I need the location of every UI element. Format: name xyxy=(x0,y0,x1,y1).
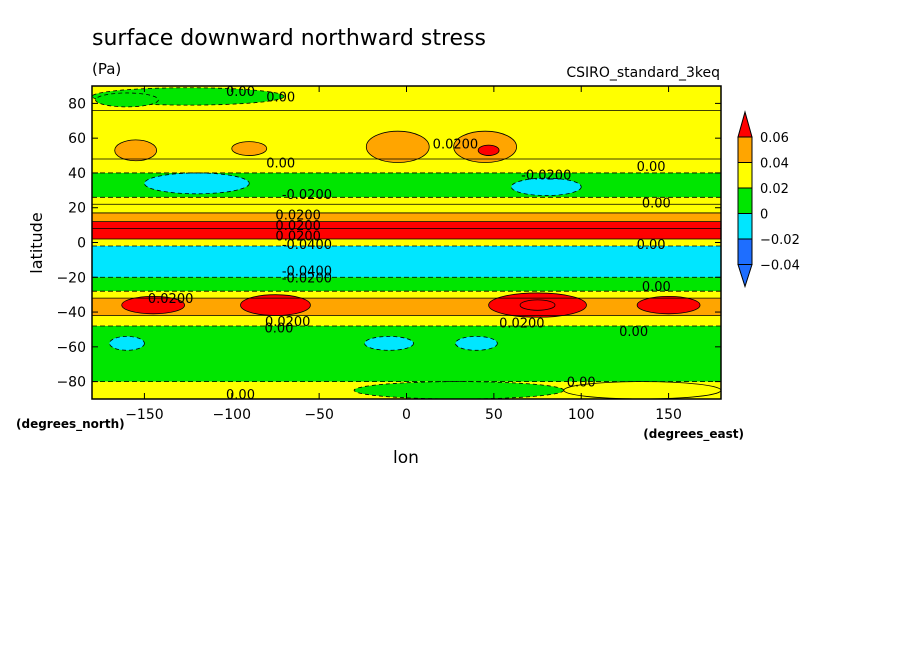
field-band xyxy=(92,245,721,278)
x-tick-label: 50 xyxy=(485,407,503,423)
field-feature xyxy=(365,130,430,163)
contour-label: 0.0200 xyxy=(433,137,479,152)
field-band xyxy=(92,325,721,382)
contour-label: 0.00 xyxy=(226,85,255,100)
field-band xyxy=(92,197,721,205)
colorbar-segment xyxy=(737,238,753,265)
contour-label: 0.00 xyxy=(266,90,295,105)
y-axis-units: (degrees_north) xyxy=(16,417,125,432)
colorbar-segment xyxy=(737,213,753,240)
y-tick-label: 40 xyxy=(68,166,86,182)
colorbar-label: 0.04 xyxy=(760,157,789,172)
field-feature xyxy=(455,335,498,351)
field-band xyxy=(92,315,721,326)
field-band xyxy=(92,221,721,229)
field-feature xyxy=(144,172,250,195)
field-feature xyxy=(109,335,145,351)
x-tick-label: 100 xyxy=(568,407,595,423)
field-feature xyxy=(364,335,414,351)
field-band xyxy=(92,212,721,222)
x-tick-label: 150 xyxy=(655,407,682,423)
contour-label: 0.00 xyxy=(266,157,295,172)
contour-label: -0.0400 xyxy=(282,264,332,279)
field-feature xyxy=(510,177,582,196)
contour-label: 0.00 xyxy=(637,160,666,175)
field-feature xyxy=(519,299,556,311)
y-axis-label: latitude xyxy=(27,212,46,273)
colorbar-arrow-bottom xyxy=(737,264,753,289)
field-feature xyxy=(95,92,159,108)
contour-label: 0.00 xyxy=(642,280,671,295)
y-tick-label: −80 xyxy=(56,375,86,391)
x-tick-label: −150 xyxy=(125,407,163,423)
y-tick-label: 20 xyxy=(68,201,86,217)
colorbar-label: 0.02 xyxy=(760,182,789,197)
field-band xyxy=(92,277,721,292)
y-tick-label: −60 xyxy=(56,340,86,356)
contour-label: 0.0200 xyxy=(275,219,321,234)
contour-label: -0.0200 xyxy=(282,271,332,286)
dataset-label: CSIRO_standard_3keq xyxy=(566,65,720,81)
x-tick-label: −100 xyxy=(213,407,251,423)
contour-label: 0.00 xyxy=(226,388,255,403)
y-tick-label: 60 xyxy=(68,131,86,147)
chart-units: (Pa) xyxy=(92,60,121,78)
contour-label: 0.00 xyxy=(619,325,648,340)
field-band xyxy=(92,228,721,240)
x-tick-label: 0 xyxy=(402,407,411,423)
contour-label: -0.0200 xyxy=(282,188,332,203)
contour-label: 0.00 xyxy=(637,238,666,253)
field-band xyxy=(92,291,721,299)
field-feature xyxy=(121,296,186,315)
contour-label: 0.00 xyxy=(567,376,596,391)
colorbar-segment xyxy=(737,162,753,189)
field-band xyxy=(92,159,721,173)
y-axis: 80 60 40 20 0 −20 −40 −60 −80 xyxy=(56,96,721,391)
field-band xyxy=(92,204,721,213)
contour-label: 0.00 xyxy=(264,322,293,337)
colorbar-label: −0.02 xyxy=(760,233,800,248)
field-feature xyxy=(231,141,268,156)
y-tick-label: 80 xyxy=(68,96,86,112)
colorbar-label: 0.06 xyxy=(760,131,789,146)
x-tick-label: −50 xyxy=(304,407,334,423)
contour-label: -0.0200 xyxy=(521,169,571,184)
colorbar-segment xyxy=(737,187,753,214)
contour-label: -0.0400 xyxy=(282,238,332,253)
contour-label: 0.0200 xyxy=(265,315,311,330)
field-feature xyxy=(114,139,158,162)
contour-label: 0.0200 xyxy=(275,209,321,224)
colorbar: 0.06 0.04 0.02 0 −0.02 −0.04 xyxy=(737,110,800,289)
colorbar-label: −0.04 xyxy=(760,259,800,274)
colorbar-label: 0 xyxy=(760,208,768,223)
field-band xyxy=(92,239,721,246)
colorbar-segment xyxy=(737,136,753,163)
x-axis-label: lon xyxy=(393,448,419,468)
colorbar-arrow-top xyxy=(737,110,753,138)
x-axis-units: (degrees_east) xyxy=(643,427,744,442)
field-feature xyxy=(353,381,565,399)
chart-title: surface downward northward stress xyxy=(92,26,486,51)
y-tick-label: −40 xyxy=(56,305,86,321)
field-feature xyxy=(477,144,500,156)
x-axis: −150 −100 −50 0 50 100 150 xyxy=(125,86,682,423)
field-feature xyxy=(636,296,701,315)
y-tick-label: 0 xyxy=(77,236,86,252)
contour-label: 0.00 xyxy=(642,197,671,212)
contour-label: 0.0200 xyxy=(499,316,545,331)
contour-label: 0.0200 xyxy=(275,230,321,245)
y-tick-label: −20 xyxy=(56,270,86,286)
contour-label: 0.0200 xyxy=(148,292,194,307)
